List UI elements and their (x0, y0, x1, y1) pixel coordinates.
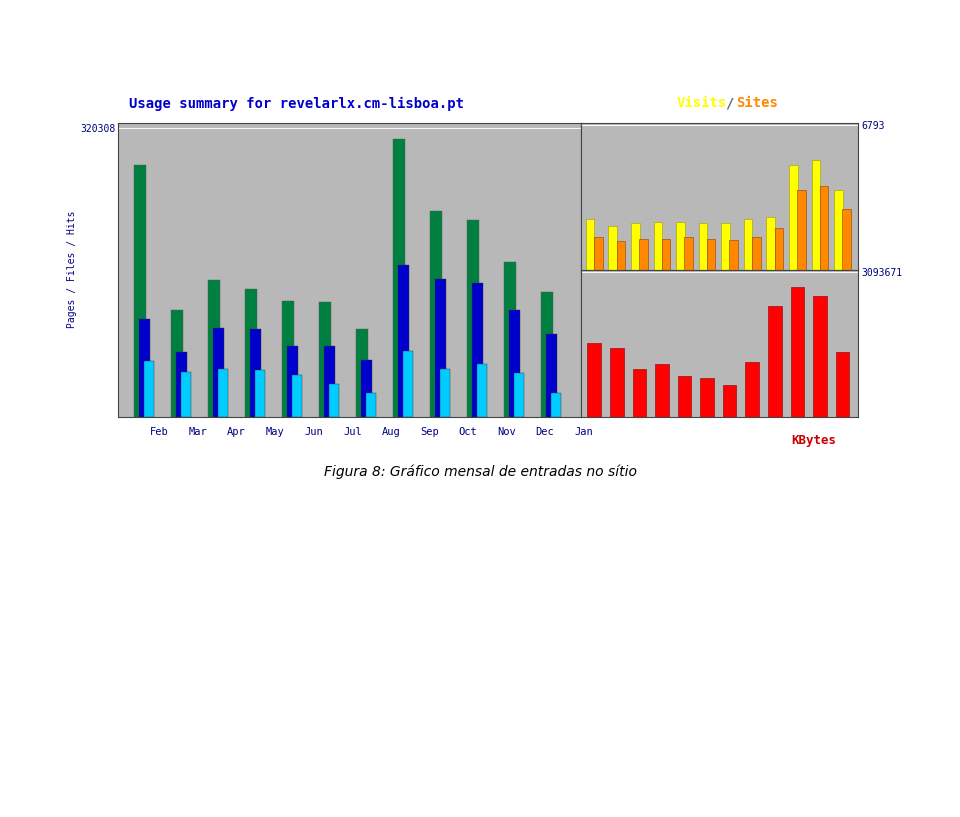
Bar (609, 226, 617, 270)
Bar (255, 370, 265, 417)
Bar (676, 222, 684, 270)
Y-axis label: Pages / Files / Hits: Pages / Files / Hits (67, 211, 77, 328)
Bar (441, 369, 450, 417)
Text: Feb: Feb (150, 427, 169, 437)
Bar (654, 222, 662, 270)
Bar (723, 386, 736, 417)
Bar (588, 343, 601, 417)
Bar (684, 237, 693, 270)
Bar (181, 372, 191, 417)
Bar (633, 369, 646, 417)
Text: Figura 8: Gráfico mensal de entradas no sítio: Figura 8: Gráfico mensal de entradas no … (324, 464, 636, 479)
Bar (176, 352, 187, 417)
Text: Apr: Apr (228, 427, 246, 437)
Bar (639, 239, 648, 270)
Bar (282, 301, 294, 417)
Bar (834, 190, 843, 270)
Bar (775, 228, 783, 270)
Bar (139, 319, 150, 417)
Bar (367, 393, 376, 417)
Bar (430, 212, 443, 417)
Bar (287, 346, 299, 417)
Bar (361, 360, 372, 417)
Bar (594, 237, 603, 270)
Bar (766, 217, 775, 270)
Bar (730, 240, 738, 270)
Bar (293, 375, 302, 417)
Text: Mar: Mar (189, 427, 207, 437)
Bar (319, 302, 331, 417)
Bar (752, 237, 760, 270)
Text: Jan: Jan (574, 427, 593, 437)
Bar (144, 361, 155, 417)
Bar (789, 164, 798, 270)
Bar (245, 289, 257, 417)
Bar (472, 283, 483, 417)
Bar (835, 352, 850, 417)
Text: Sites: Sites (736, 96, 778, 110)
Bar (700, 378, 714, 417)
Bar (213, 328, 224, 417)
Bar (208, 280, 220, 417)
Text: May: May (266, 427, 284, 437)
Bar (468, 221, 479, 417)
Bar (324, 346, 335, 417)
Bar (678, 376, 691, 417)
Bar (744, 219, 753, 270)
Bar (551, 393, 562, 417)
Text: Sep: Sep (420, 427, 439, 437)
Bar (699, 223, 708, 270)
Bar (661, 239, 670, 270)
Text: Dec: Dec (536, 427, 555, 437)
Bar (477, 364, 488, 417)
Bar (842, 209, 851, 270)
Bar (403, 351, 414, 417)
Text: /: / (725, 96, 733, 110)
Text: KBytes: KBytes (791, 434, 836, 447)
Bar (393, 140, 405, 417)
Bar (586, 219, 594, 270)
Bar (745, 362, 759, 417)
Bar (790, 287, 804, 417)
Text: Jul: Jul (343, 427, 362, 437)
Bar (811, 160, 820, 270)
Bar (707, 239, 715, 270)
Bar (398, 266, 409, 417)
Text: Jun: Jun (304, 427, 324, 437)
Bar (329, 384, 339, 417)
Bar (218, 369, 228, 417)
Bar (616, 241, 625, 270)
Bar (797, 190, 805, 270)
Bar (250, 329, 261, 417)
Bar (171, 310, 183, 417)
Bar (356, 329, 369, 417)
Bar (509, 310, 520, 417)
Text: Aug: Aug (381, 427, 400, 437)
Bar (546, 334, 557, 417)
Bar (631, 223, 639, 270)
Bar (541, 292, 553, 417)
Text: Nov: Nov (497, 427, 516, 437)
Text: Oct: Oct (459, 427, 477, 437)
Bar (134, 164, 146, 417)
Text: Visits: Visits (677, 96, 727, 110)
Text: Usage summary for revelarlx.cm-lisboa.pt: Usage summary for revelarlx.cm-lisboa.pt (130, 96, 465, 110)
Bar (813, 297, 827, 417)
Bar (435, 279, 446, 417)
Bar (655, 364, 669, 417)
Bar (504, 261, 516, 417)
Bar (721, 223, 730, 270)
Bar (610, 348, 624, 417)
Bar (768, 306, 781, 417)
Bar (820, 185, 828, 270)
Bar (515, 373, 524, 417)
